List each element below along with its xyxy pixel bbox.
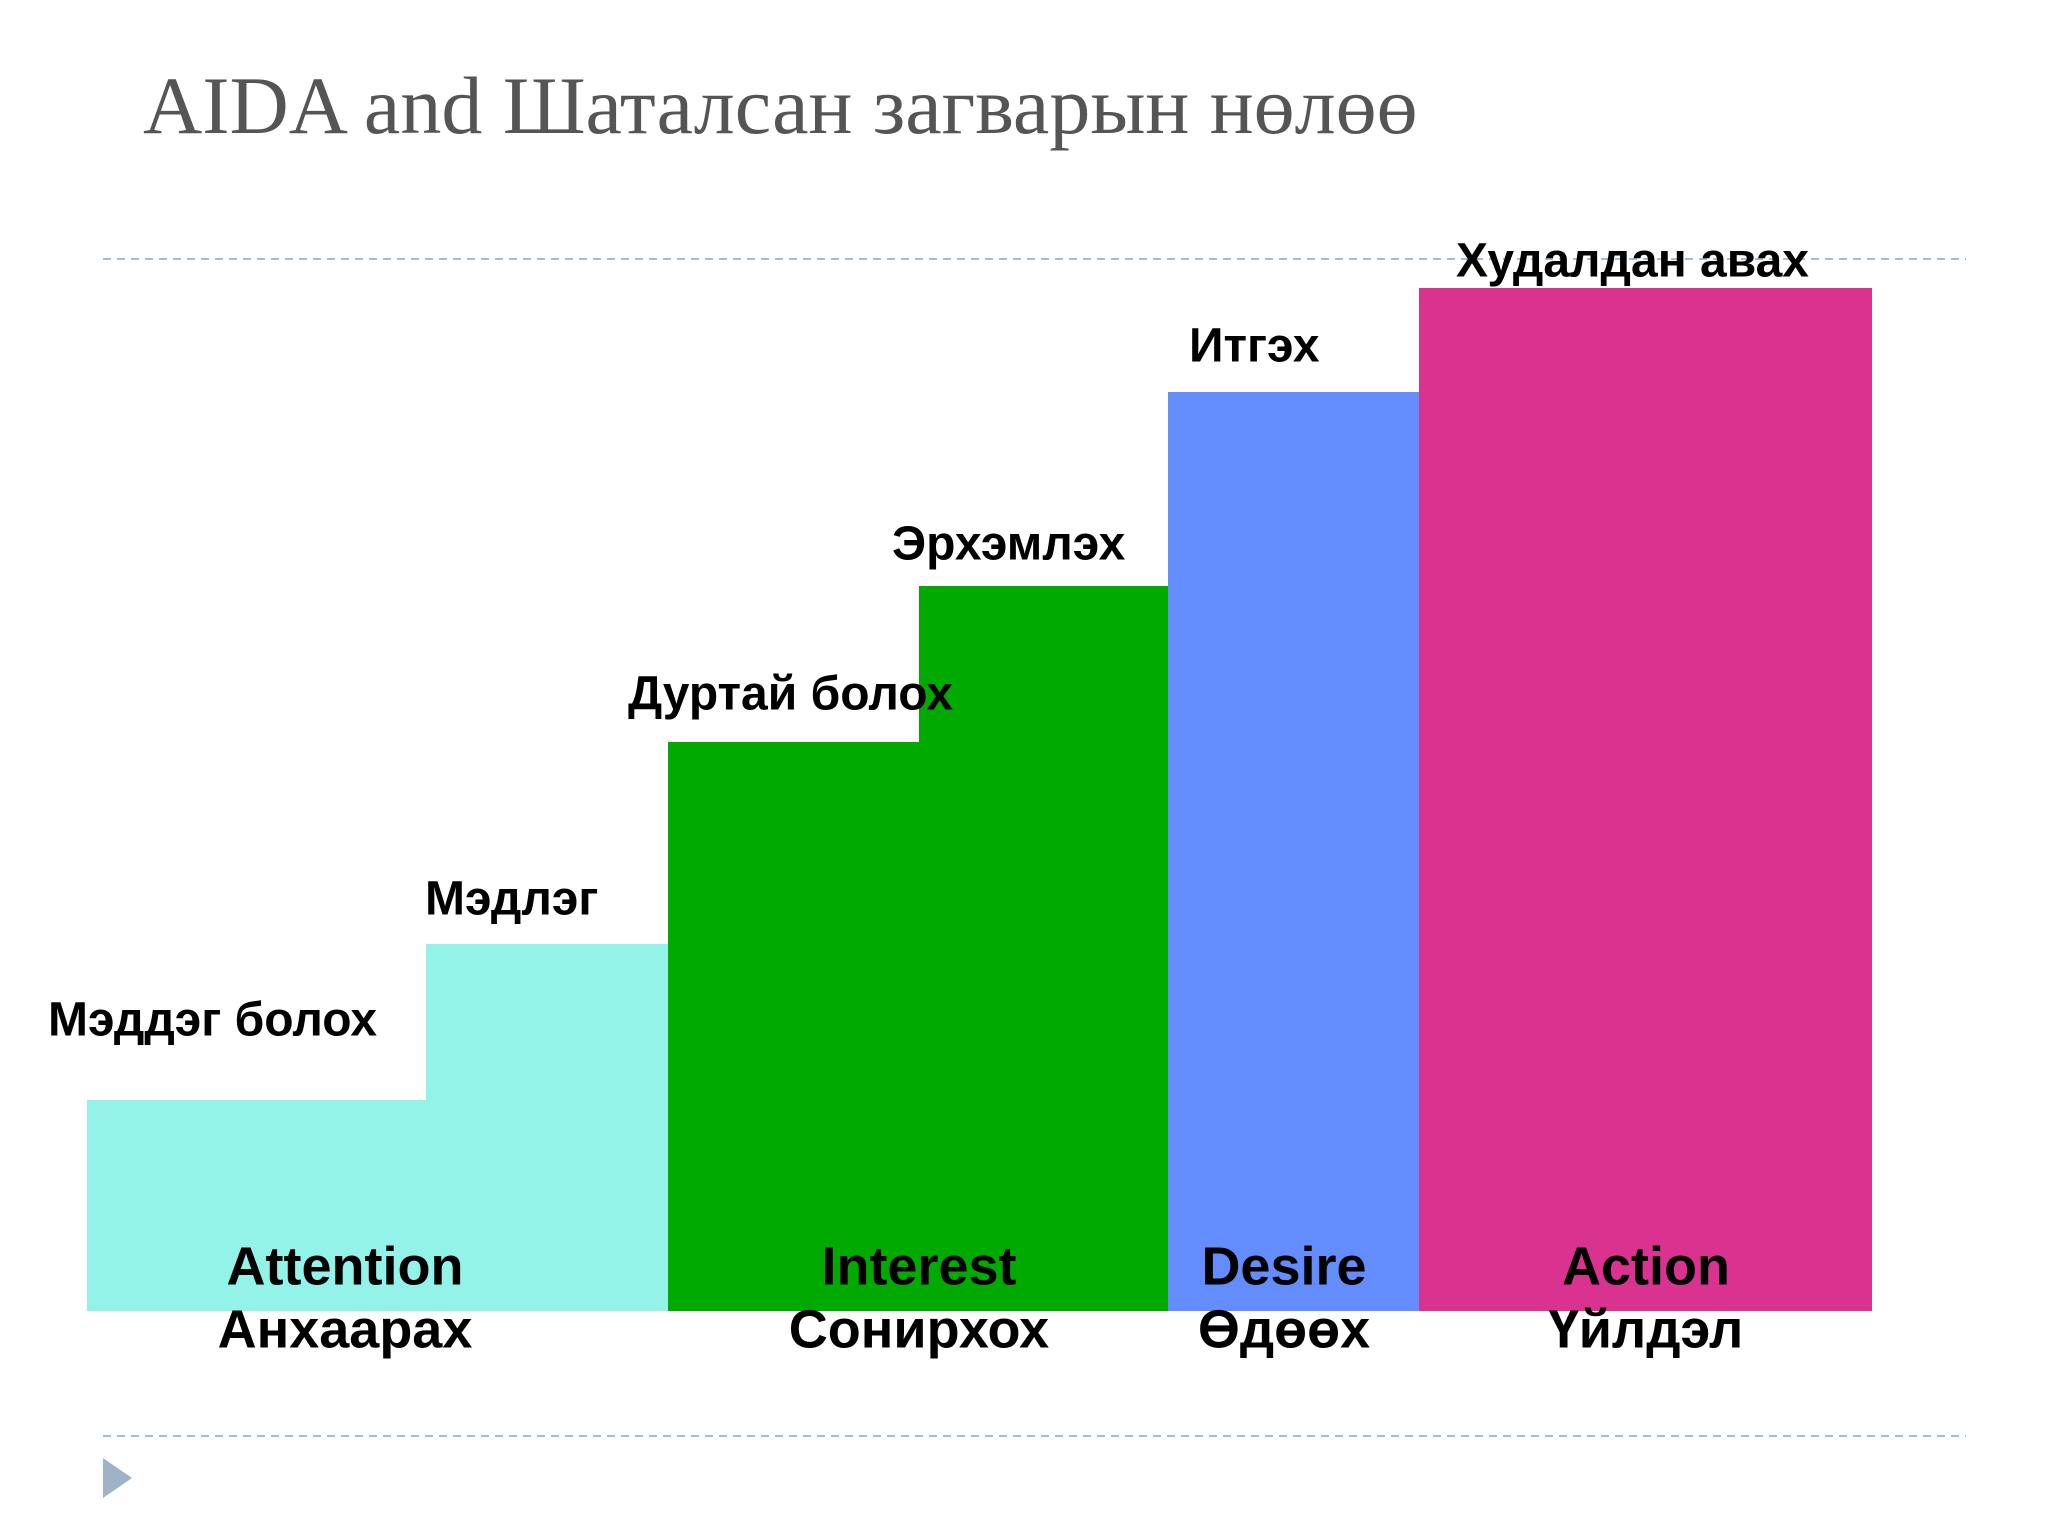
step-label: Мэдлэг <box>425 873 598 926</box>
step-block <box>919 586 1169 1311</box>
step-block <box>668 742 920 1311</box>
step-block <box>426 944 669 1311</box>
stage-translation: Сонирхох <box>789 1299 1049 1359</box>
stage-name: Attention <box>227 1236 464 1296</box>
slide-title: AIDA and Шаталсан загварын нөлөө <box>143 60 1418 151</box>
step-label: Итгэх <box>1189 320 1320 373</box>
stage-translation: Үйлдэл <box>1549 1299 1744 1359</box>
stage-name: Action <box>1562 1236 1730 1296</box>
step-label: Дуртай болох <box>628 668 953 721</box>
step-label: Мэддэг болох <box>48 994 377 1047</box>
step-block <box>1419 288 1872 1311</box>
bullet-arrow <box>103 1458 132 1498</box>
step-block <box>87 1100 427 1311</box>
stage-translation: Анхаарах <box>218 1299 473 1359</box>
stage-translation: Өдөөх <box>1198 1299 1370 1359</box>
step-bars <box>87 288 1872 1311</box>
stage-name: Interest <box>821 1236 1016 1296</box>
stage-name: Desire <box>1201 1236 1366 1296</box>
step-label: Эрхэмлэх <box>892 518 1126 571</box>
step-label: Худалдан авах <box>1456 235 1809 288</box>
step-block <box>1168 392 1419 1311</box>
